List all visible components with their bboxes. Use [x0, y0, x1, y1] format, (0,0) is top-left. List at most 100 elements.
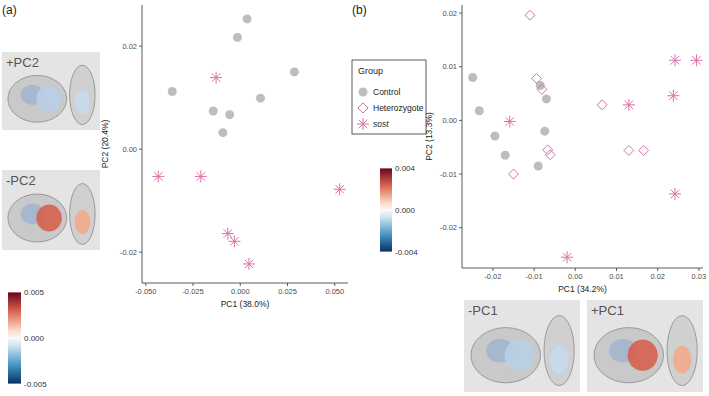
plot-area — [468, 10, 702, 263]
x-tick-label: 0.01 — [609, 272, 624, 281]
x-tick — [575, 268, 576, 271]
point — [501, 151, 510, 160]
x-tick-label: 0.00 — [568, 272, 583, 281]
skull-lateral — [8, 194, 67, 242]
colorbar-tick — [8, 338, 21, 339]
legend-label: Control — [373, 87, 401, 97]
x-tick — [492, 268, 493, 271]
point — [210, 72, 222, 84]
y-tick — [139, 149, 142, 150]
x-tick-label: 0.025 — [278, 287, 297, 296]
colorbar-tick — [8, 384, 21, 385]
colorbar-label: 0.000 — [395, 206, 416, 215]
shape-image: +PC2 — [2, 52, 100, 130]
panel-label: (a) — [2, 3, 17, 17]
skull-region — [75, 91, 91, 114]
colorbar-label: 0.000 — [24, 334, 45, 343]
x-tick-label: 0.02 — [650, 272, 665, 281]
point — [243, 14, 252, 23]
x-axis-line — [462, 268, 703, 269]
skull-dorsal — [70, 184, 95, 245]
image-label: -PC2 — [6, 173, 36, 188]
point — [195, 170, 207, 182]
point — [543, 145, 553, 155]
image-background — [2, 170, 100, 250]
image-background — [2, 52, 100, 130]
shape-image: -PC1 — [464, 300, 580, 392]
y-axis-line — [142, 5, 143, 283]
point — [534, 162, 543, 171]
point — [624, 145, 634, 155]
y-tick-label: -0.02 — [440, 223, 457, 232]
point — [667, 90, 679, 102]
point — [690, 54, 702, 66]
point — [209, 107, 218, 116]
y-axis-line — [462, 5, 463, 268]
x-tick-label: -0.050 — [135, 287, 156, 296]
colorbar — [380, 168, 392, 252]
y-tick-label: -0.02 — [120, 248, 137, 257]
point — [225, 110, 234, 119]
x-tick — [240, 283, 241, 286]
x-tick-label: -0.01 — [526, 272, 543, 281]
y-tick-label: 0.00 — [442, 116, 457, 125]
y-tick — [459, 227, 462, 228]
skull-region — [550, 346, 569, 374]
colorbar-tick — [380, 168, 392, 169]
x-tick — [193, 283, 194, 286]
skull-region — [36, 204, 61, 231]
point — [597, 100, 607, 110]
x-tick — [698, 268, 699, 271]
figure: (a)-0.050-0.0250.0000.0250.050-0.020.000… — [0, 0, 709, 396]
image-label: +PC1 — [591, 303, 624, 318]
legend-marker — [357, 118, 369, 130]
y-tick — [459, 120, 462, 121]
point — [168, 87, 177, 96]
point — [290, 67, 299, 76]
skull-dorsal — [70, 65, 95, 124]
point — [233, 33, 242, 42]
colorbar-tick — [8, 292, 21, 293]
skull-region — [673, 346, 692, 374]
point — [152, 170, 164, 182]
legend: GroupControlHeterozygotesost — [352, 60, 426, 134]
point — [537, 84, 547, 94]
legend-marker — [359, 88, 368, 97]
skull-region — [36, 86, 61, 113]
y-axis-title: PC2 (20.4%) — [100, 120, 110, 169]
skull-lateral — [471, 328, 541, 383]
image-background — [587, 300, 703, 392]
point — [542, 94, 551, 103]
skull-dorsal — [544, 316, 574, 386]
y-tick — [459, 66, 462, 67]
point — [540, 127, 549, 136]
point — [475, 106, 484, 115]
x-tick — [334, 283, 335, 286]
point — [525, 10, 535, 20]
y-tick — [459, 13, 462, 14]
colorbar-label: 0.004 — [395, 164, 416, 173]
point — [222, 228, 234, 240]
y-tick-label: 0.02 — [122, 42, 137, 51]
x-tick-label: -0.02 — [484, 272, 501, 281]
point — [639, 145, 649, 155]
x-tick — [287, 283, 288, 286]
colorbar-label: -0.005 — [24, 380, 47, 389]
skull-lateral — [8, 75, 67, 122]
point — [545, 150, 555, 160]
x-tick — [145, 283, 146, 286]
point — [334, 183, 346, 195]
point — [218, 128, 227, 137]
x-axis-title: PC1 (34.2%) — [558, 284, 607, 294]
image-label: +PC2 — [6, 55, 39, 70]
point — [508, 169, 518, 179]
point — [490, 131, 499, 140]
shape-image: -PC2 — [2, 170, 100, 250]
plot-area — [152, 14, 345, 270]
x-tick — [616, 268, 617, 271]
x-tick-label: 0.050 — [325, 287, 344, 296]
point — [561, 251, 573, 263]
y-tick-label: 0.01 — [442, 62, 457, 71]
panel-label: (b) — [352, 3, 367, 17]
x-axis-title: PC1 (38.0%) — [221, 299, 270, 309]
